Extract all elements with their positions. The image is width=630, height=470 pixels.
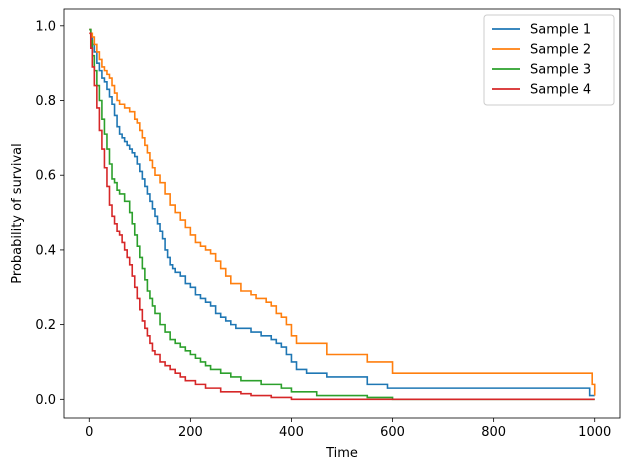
x-tick-label: 400: [279, 425, 304, 440]
legend-box: [483, 14, 615, 106]
x-tick-label: 200: [178, 425, 203, 440]
x-tick-label: 800: [481, 425, 506, 440]
legend-label: Sample 1: [530, 23, 591, 38]
y-tick-label: 1.0: [35, 19, 56, 34]
series-line-3: [89, 28, 595, 401]
x-tick-label: 600: [380, 425, 405, 440]
y-tick-label: 0.2: [35, 318, 56, 333]
y-tick-label: 0.4: [35, 243, 56, 258]
y-tick-label: 0.6: [35, 169, 56, 184]
x-tick-label: 1000: [578, 425, 611, 440]
series-line-2: [89, 28, 596, 396]
legend: Sample 1 Sample 2 Sample 3 Sample 4: [483, 14, 615, 106]
x-axis-label: Time: [325, 446, 358, 461]
x-axis: 0 200 400 600 800 1000: [85, 418, 611, 440]
series-layer: [89, 28, 596, 401]
y-axis-label: Probability of survival: [10, 143, 25, 283]
axes-frame: [63, 8, 621, 419]
legend-label: Sample 3: [530, 63, 591, 78]
y-tick-label: 0.0: [35, 393, 56, 408]
y-axis: 0.0 0.2 0.4 0.6 0.8 1.0: [35, 19, 64, 408]
x-tick-label: 0: [85, 425, 93, 440]
series-line-4: [89, 32, 595, 401]
legend-label: Sample 4: [530, 83, 591, 98]
legend-label: Sample 2: [530, 43, 591, 58]
series-line-1: [89, 28, 595, 397]
y-tick-label: 0.8: [35, 94, 56, 109]
